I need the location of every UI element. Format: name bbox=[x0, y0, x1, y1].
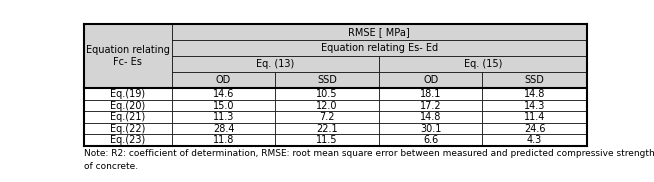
Text: Eq.(21): Eq.(21) bbox=[110, 112, 145, 122]
Text: 7.2: 7.2 bbox=[319, 112, 335, 122]
Text: 11.3: 11.3 bbox=[213, 112, 234, 122]
Text: Eq.(23): Eq.(23) bbox=[110, 135, 145, 145]
Text: 30.1: 30.1 bbox=[420, 124, 441, 134]
Bar bbox=[172, 123, 275, 134]
Bar bbox=[84, 88, 172, 100]
Text: 12.0: 12.0 bbox=[317, 101, 338, 111]
Text: 28.4: 28.4 bbox=[213, 124, 234, 134]
Text: Eq.(19): Eq.(19) bbox=[111, 89, 145, 99]
Text: Eq.(20): Eq.(20) bbox=[110, 101, 145, 111]
Text: 14.8: 14.8 bbox=[524, 89, 545, 99]
Bar bbox=[275, 111, 379, 123]
Text: 11.5: 11.5 bbox=[317, 135, 338, 145]
Text: 15.0: 15.0 bbox=[213, 101, 234, 111]
Text: Note: R2: coefficient of determination, RMSE: root mean square error between mea: Note: R2: coefficient of determination, … bbox=[84, 149, 654, 158]
Bar bbox=[483, 134, 587, 146]
Bar bbox=[379, 72, 483, 88]
Text: 14.8: 14.8 bbox=[420, 112, 441, 122]
Text: Eq. (15): Eq. (15) bbox=[464, 59, 502, 69]
Bar bbox=[379, 88, 483, 100]
Text: 22.1: 22.1 bbox=[317, 124, 338, 134]
Text: Eq.(22): Eq.(22) bbox=[110, 124, 145, 134]
Text: 14.3: 14.3 bbox=[524, 101, 545, 111]
Text: OD: OD bbox=[216, 75, 231, 85]
Bar bbox=[483, 100, 587, 111]
Text: 6.6: 6.6 bbox=[423, 135, 438, 145]
Bar bbox=[172, 100, 275, 111]
Text: Equation relating Es- Ed: Equation relating Es- Ed bbox=[320, 43, 438, 53]
Bar bbox=[172, 111, 275, 123]
Bar bbox=[379, 111, 483, 123]
Bar bbox=[379, 100, 483, 111]
Text: 11.4: 11.4 bbox=[524, 112, 545, 122]
Bar bbox=[483, 111, 587, 123]
Bar bbox=[379, 134, 483, 146]
Bar bbox=[172, 40, 587, 56]
Text: 10.5: 10.5 bbox=[317, 89, 338, 99]
Bar bbox=[172, 24, 587, 40]
Text: 4.3: 4.3 bbox=[527, 135, 542, 145]
Bar bbox=[483, 88, 587, 100]
Bar bbox=[275, 72, 379, 88]
Text: Eq. (13): Eq. (13) bbox=[256, 59, 294, 69]
Bar bbox=[275, 123, 379, 134]
Text: Equation relating
Fc- Es: Equation relating Fc- Es bbox=[86, 45, 169, 67]
Bar bbox=[172, 72, 275, 88]
Bar bbox=[172, 56, 379, 72]
Text: 17.2: 17.2 bbox=[420, 101, 441, 111]
Bar bbox=[275, 88, 379, 100]
Bar bbox=[275, 100, 379, 111]
Bar bbox=[84, 111, 172, 123]
Bar bbox=[172, 88, 275, 100]
Text: SSD: SSD bbox=[525, 75, 545, 85]
Text: OD: OD bbox=[423, 75, 438, 85]
Bar bbox=[84, 123, 172, 134]
Text: 18.1: 18.1 bbox=[420, 89, 441, 99]
Text: 11.8: 11.8 bbox=[213, 135, 234, 145]
Text: SSD: SSD bbox=[317, 75, 337, 85]
Bar bbox=[84, 134, 172, 146]
Bar bbox=[483, 123, 587, 134]
Bar bbox=[379, 123, 483, 134]
Text: of concrete.: of concrete. bbox=[84, 162, 138, 171]
Bar bbox=[379, 56, 587, 72]
Text: RMSE [ MPa]: RMSE [ MPa] bbox=[349, 27, 410, 37]
Bar bbox=[84, 24, 172, 88]
Bar bbox=[483, 72, 587, 88]
Text: 14.6: 14.6 bbox=[213, 89, 234, 99]
Text: 24.6: 24.6 bbox=[524, 124, 545, 134]
Bar bbox=[84, 100, 172, 111]
Bar bbox=[172, 134, 275, 146]
Bar bbox=[275, 134, 379, 146]
